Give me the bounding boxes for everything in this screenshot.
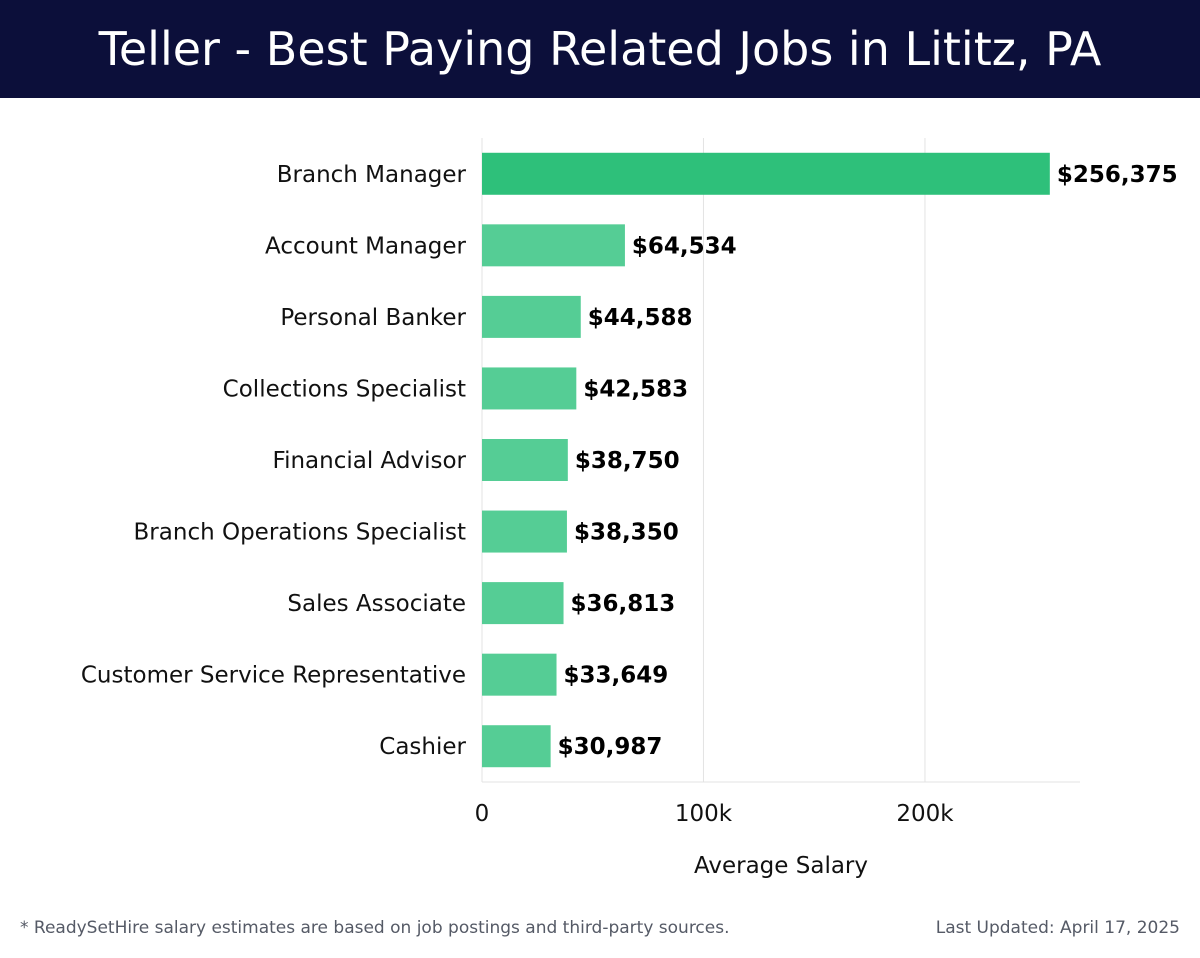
data-label: $33,649 [564, 663, 669, 689]
bar [482, 510, 567, 553]
category-label: Collections Specialist [223, 376, 466, 402]
x-tick-label: 0 [475, 801, 490, 827]
bar [482, 152, 1050, 195]
bar [482, 367, 577, 410]
data-label: $256,375 [1057, 162, 1178, 188]
x-tick-label: 100k [675, 801, 733, 827]
bar [482, 582, 564, 625]
category-label: Branch Manager [277, 162, 467, 188]
data-label: $30,987 [558, 734, 663, 760]
category-label: Financial Advisor [273, 448, 467, 474]
data-labels: $256,375 $64,534 $44,588 $42,583 $38,750 $38,… [558, 162, 1178, 760]
category-label: Personal Banker [280, 305, 466, 331]
x-axis-title: Average Salary [694, 853, 868, 879]
chart-title: Teller - Best Paying Related Jobs in Lit… [98, 22, 1102, 76]
data-label: $38,350 [574, 520, 679, 546]
data-label: $64,534 [632, 233, 737, 259]
category-label: Branch Operations Specialist [134, 520, 466, 546]
category-label: Cashier [379, 734, 466, 760]
category-label: Account Manager [265, 233, 467, 259]
bar [482, 295, 581, 338]
category-label: Sales Associate [287, 591, 466, 617]
bar [482, 224, 625, 267]
category-label: Customer Service Representative [81, 663, 466, 689]
data-label: $44,588 [588, 305, 693, 331]
last-updated: Last Updated: April 17, 2025 [935, 918, 1180, 938]
data-label: $42,583 [583, 376, 688, 402]
bar-chart: Branch Manager Account Manager Personal Ba… [81, 138, 1178, 879]
category-labels: Branch Manager Account Manager Personal Ba… [81, 162, 467, 760]
data-label: $36,813 [571, 591, 676, 617]
data-label: $38,750 [575, 448, 680, 474]
bar [482, 725, 551, 768]
bar [482, 653, 557, 696]
bar [482, 439, 568, 481]
chart-header: Teller - Best Paying Related Jobs in Lit… [0, 0, 1200, 98]
x-axis-ticks: 0 100k 200k [475, 801, 955, 827]
footer-note: * ReadySetHire salary estimates are base… [20, 918, 730, 938]
bars [482, 152, 1050, 768]
x-tick-label: 200k [896, 801, 954, 827]
